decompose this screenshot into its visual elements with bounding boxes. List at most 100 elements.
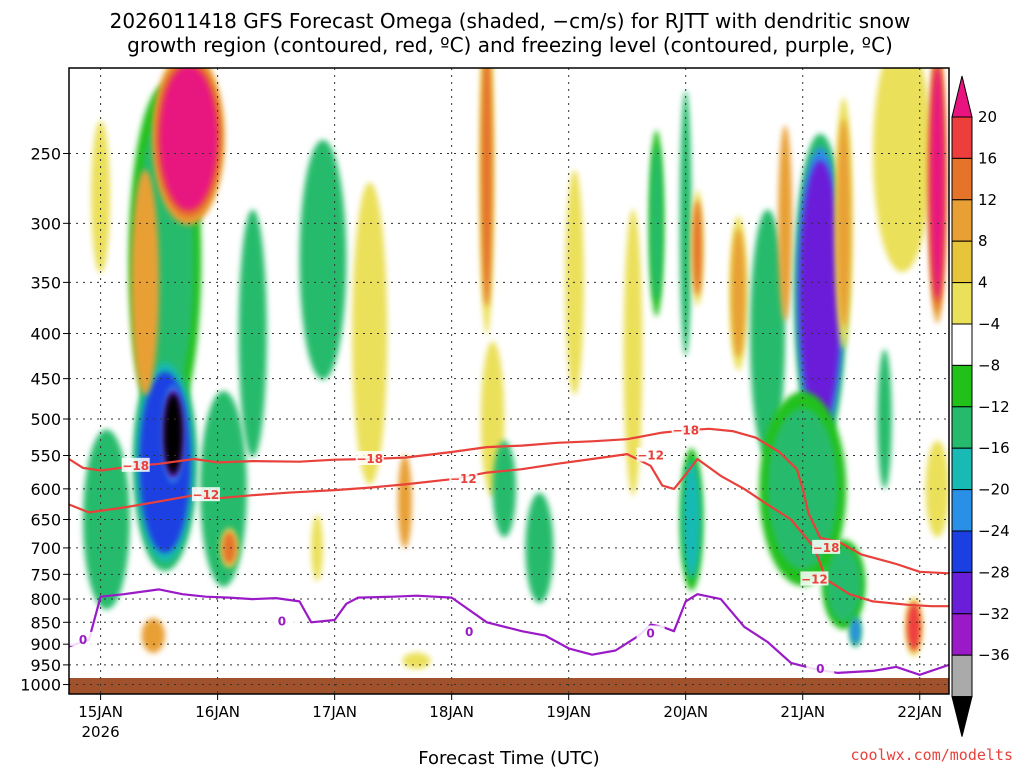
contour-label-bg — [69, 631, 98, 646]
contour-label: 0 — [465, 625, 473, 639]
contour-layer — [69, 427, 949, 676]
y-tick-label: 350 — [30, 273, 61, 292]
contour-label-bg — [267, 613, 296, 628]
omega-blob — [131, 169, 160, 395]
y-tick-label: 800 — [30, 590, 61, 609]
contour-label: 0 — [278, 614, 286, 628]
contour-label-layer: −18 −18 −18 −18 −12 −12 −12 −12 0 0 0 0 0 — [69, 422, 841, 676]
colorbar-box — [951, 116, 973, 159]
y-tick-label: 950 — [30, 656, 61, 675]
y-tick-label: 400 — [30, 325, 61, 344]
contour-label: −12 — [801, 572, 828, 586]
contour-label-bg — [800, 571, 829, 586]
colorbar-label: −32 — [978, 605, 1010, 623]
contour-label: 0 — [646, 626, 654, 640]
contour-label-bg — [812, 539, 841, 554]
omega-blob — [877, 349, 892, 489]
omega-blob — [930, 68, 945, 300]
terrain-bar — [69, 678, 949, 694]
colorbar-box — [951, 489, 973, 532]
x-tick-label: 20JAN — [663, 703, 708, 721]
colorbar-label: −4 — [978, 315, 1000, 333]
plot-area: −18 −18 −18 −18 −12 −12 −12 −12 0 0 0 0 0 — [69, 68, 949, 694]
title-line-1: 2026011418 GFS Forecast Omega (shaded, −… — [110, 9, 911, 33]
colorbar-label: −28 — [978, 563, 1010, 581]
y-tick-label: 600 — [30, 480, 61, 499]
colorbar-label: 8 — [978, 232, 988, 250]
omega-blob — [731, 228, 746, 358]
y-tick-label: 300 — [30, 214, 61, 233]
x-tick-label: 21JAN — [780, 703, 825, 721]
colorbar-box — [951, 282, 973, 325]
colorbar-label: −16 — [978, 439, 1010, 457]
omega-blob — [159, 68, 218, 211]
credit-text: coolwx.com/modelts — [850, 746, 1013, 764]
colorbar-label: −24 — [978, 522, 1010, 540]
colorbar-label: 20 — [978, 108, 997, 126]
contour-label-bg — [806, 660, 835, 675]
contour-label: 0 — [79, 633, 87, 647]
x-axis-label: Forecast Time (UTC) — [418, 748, 599, 768]
omega-blob — [402, 652, 431, 669]
omega-blob — [623, 209, 643, 496]
omega-blob — [826, 546, 862, 622]
omega-blob — [480, 68, 493, 307]
omega-blob — [352, 182, 388, 485]
omega-blob — [163, 393, 183, 475]
contour-label-bg — [636, 625, 665, 640]
y-tick-label: 900 — [30, 635, 61, 654]
omega-blob — [311, 514, 323, 581]
x-tick-label: 17JAN — [312, 703, 357, 721]
omega-blob — [836, 118, 851, 329]
omega-blob — [682, 460, 701, 579]
x-axis-ticks: 15JAN 2026 16JAN 17JAN 18JAN 19JAN 20JAN 21JAN 2… — [78, 694, 942, 741]
colorbar-box — [951, 613, 973, 656]
colorbar-box — [951, 654, 973, 698]
colorbar-label: −12 — [978, 398, 1010, 416]
colorbar-label: −20 — [978, 481, 1010, 499]
y-tick-label: 550 — [30, 447, 61, 466]
dgz-minus12-contour — [69, 453, 949, 608]
omega-blob — [91, 120, 110, 274]
omega-blob — [799, 160, 842, 426]
y-tick-label: 250 — [30, 144, 61, 163]
colorbar-label: −8 — [978, 356, 1000, 374]
contour-label: −18 — [356, 452, 383, 466]
contour-label-bg — [671, 422, 700, 437]
x-tick-label: 19JAN — [546, 703, 591, 721]
plot-frame — [68, 67, 950, 695]
contour-label-bg — [455, 624, 484, 639]
x-tick-year: 2026 — [82, 723, 120, 741]
y-tick-label: 750 — [30, 565, 61, 584]
dgz-minus18-contour — [69, 427, 949, 575]
contour-label-bg — [636, 447, 665, 462]
contour-label: −18 — [672, 423, 699, 437]
omega-blob — [650, 145, 663, 301]
colorbar-box — [951, 571, 973, 615]
y-tick-label: 1000 — [20, 676, 61, 695]
omega-blob — [299, 139, 347, 380]
colorbar-box — [951, 447, 973, 491]
y-tick-label: 500 — [30, 410, 61, 429]
x-tick-label: 16JAN — [195, 703, 240, 721]
colorbar-label: 4 — [978, 274, 988, 292]
colorbar-box — [951, 240, 973, 284]
colorbar-box — [951, 157, 973, 201]
omega-blob — [750, 209, 786, 458]
colorbar-box — [951, 364, 973, 408]
y-tick-label: 450 — [30, 370, 61, 389]
omega-blob — [692, 199, 703, 297]
y-tick-label: 650 — [30, 511, 61, 530]
x-tick-label: 18JAN — [429, 703, 474, 721]
contour-label: −12 — [637, 449, 664, 463]
contour-label: 0 — [816, 662, 824, 676]
colorbar-box — [951, 406, 973, 449]
colorbar: 20 16 12 8 4 −4 −8 −12 −16 −20 −24 −28 −32 −36 — [951, 75, 1010, 737]
freezing-level-contour — [69, 588, 949, 676]
y-tick-label: 850 — [30, 613, 61, 632]
x-tick-label: 22JAN — [897, 703, 942, 721]
contour-label-bg — [121, 457, 150, 472]
contour-label: −12 — [193, 488, 220, 502]
colorbar-label: 16 — [978, 149, 997, 167]
